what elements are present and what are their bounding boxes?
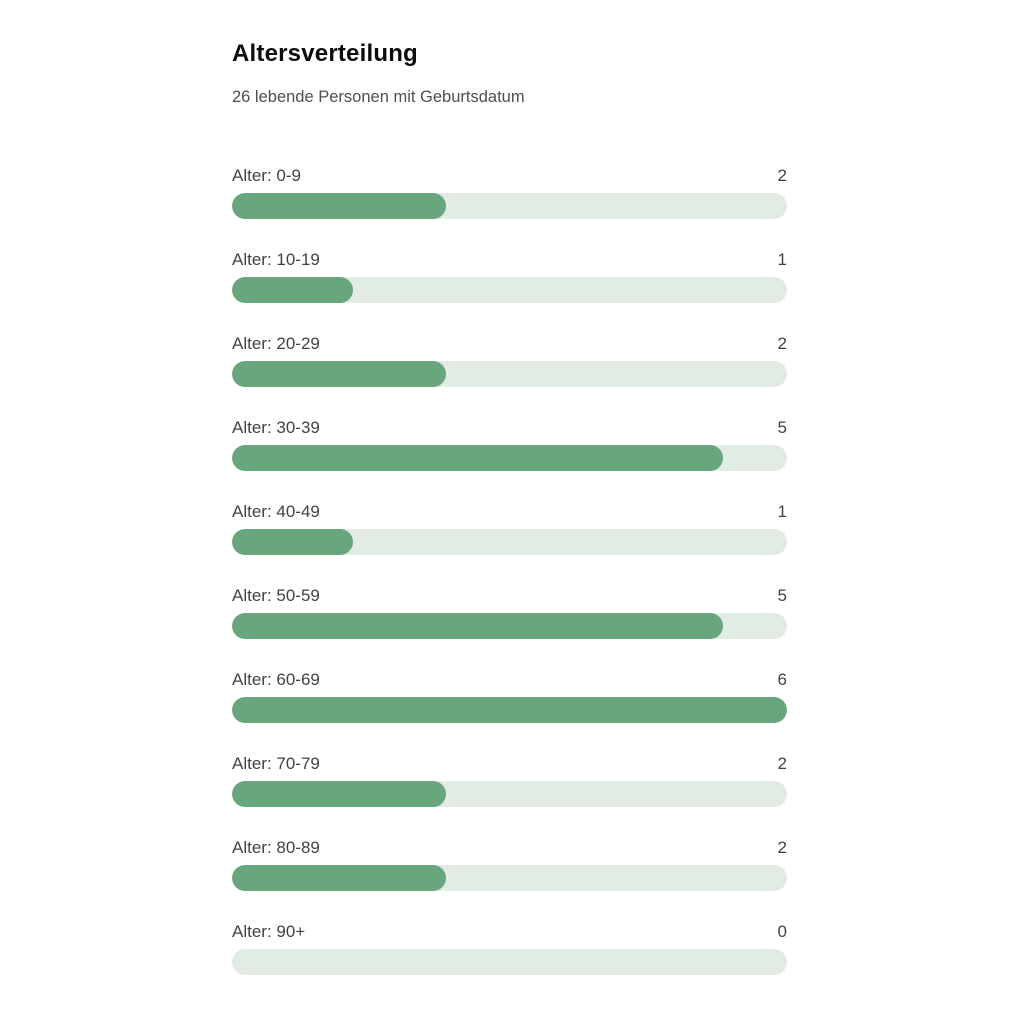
bar-row-head: Alter: 10-19 1 <box>232 248 787 272</box>
bar-fill <box>232 865 446 892</box>
bar-track <box>232 445 787 472</box>
bar-value: 1 <box>777 250 787 270</box>
bar-track <box>232 277 787 304</box>
bar-row-head: Alter: 60-69 6 <box>232 668 787 692</box>
bar-row-head: Alter: 40-49 1 <box>232 500 787 524</box>
bar-row: Alter: 70-79 2 <box>232 752 787 808</box>
bar-value: 5 <box>777 418 787 438</box>
bar-row: Alter: 30-39 5 <box>232 416 787 472</box>
bar-value: 2 <box>777 838 787 858</box>
bar-row: Alter: 90+ 0 <box>232 920 787 976</box>
bar-fill <box>232 781 446 808</box>
bar-row-head: Alter: 70-79 2 <box>232 752 787 776</box>
bar-row: Alter: 0-9 2 <box>232 164 787 220</box>
bar-row-head: Alter: 0-9 2 <box>232 164 787 188</box>
bar-label: Alter: 30-39 <box>232 418 320 438</box>
bar-row: Alter: 10-19 1 <box>232 248 787 304</box>
bar-label: Alter: 80-89 <box>232 838 320 858</box>
bar-track <box>232 781 787 808</box>
bar-row-head: Alter: 20-29 2 <box>232 332 787 356</box>
bar-track <box>232 865 787 892</box>
bar-row-head: Alter: 80-89 2 <box>232 836 787 860</box>
chart-subtitle: 26 lebende Personen mit Geburtsdatum <box>232 87 525 106</box>
bar-row: Alter: 20-29 2 <box>232 332 787 388</box>
bar-fill <box>232 697 787 724</box>
bar-fill <box>232 193 446 220</box>
bar-row-head: Alter: 50-59 5 <box>232 584 787 608</box>
bar-row: Alter: 40-49 1 <box>232 500 787 556</box>
age-distribution-chart: Altersverteilung 26 lebende Personen mit… <box>232 40 787 1004</box>
bar-row-head: Alter: 90+ 0 <box>232 920 787 944</box>
chart-title: Altersverteilung <box>232 40 418 67</box>
bar-label: Alter: 0-9 <box>232 166 301 186</box>
bar-label: Alter: 40-49 <box>232 502 320 522</box>
bar-value: 6 <box>777 670 787 690</box>
bar-track <box>232 613 787 640</box>
bar-value: 2 <box>777 754 787 774</box>
bar-label: Alter: 50-59 <box>232 586 320 606</box>
bar-fill <box>232 445 724 472</box>
bar-fill <box>232 277 354 304</box>
bar-fill <box>232 529 354 556</box>
bar-value: 1 <box>777 502 787 522</box>
bar-label: Alter: 90+ <box>232 922 306 942</box>
bar-track <box>232 361 787 388</box>
bar-track <box>232 529 787 556</box>
bar-fill <box>232 613 724 640</box>
bar-value: 2 <box>777 166 787 186</box>
bar-label: Alter: 20-29 <box>232 334 320 354</box>
bar-label: Alter: 70-79 <box>232 754 320 774</box>
bar-label: Alter: 10-19 <box>232 250 320 270</box>
bar-track <box>232 949 787 976</box>
bar-value: 2 <box>777 334 787 354</box>
bar-row-head: Alter: 30-39 5 <box>232 416 787 440</box>
bar-fill <box>232 361 446 388</box>
bar-list: Alter: 0-9 2 Alter: 10-19 1 Alter: 20-29… <box>232 164 787 976</box>
bar-value: 5 <box>777 586 787 606</box>
bar-row: Alter: 80-89 2 <box>232 836 787 892</box>
bar-row: Alter: 60-69 6 <box>232 668 787 724</box>
bar-track <box>232 697 787 724</box>
bar-row: Alter: 50-59 5 <box>232 584 787 640</box>
bar-value: 0 <box>777 922 787 942</box>
bar-track <box>232 193 787 220</box>
bar-label: Alter: 60-69 <box>232 670 320 690</box>
